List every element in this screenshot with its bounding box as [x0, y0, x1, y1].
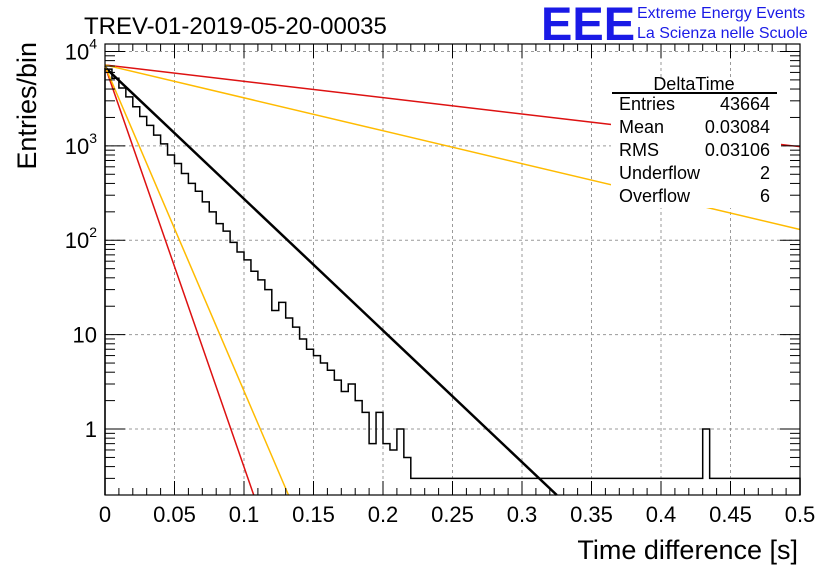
fit-line: [104, 65, 255, 496]
fit-line: [104, 66, 558, 496]
x-tick-label: 0.25: [431, 502, 474, 527]
stats-label-underflow: Underflow: [619, 163, 701, 183]
logo-line-1: Extreme Energy Events: [637, 5, 805, 22]
stats-value-rms: 0.03106: [705, 140, 770, 160]
stats-value-entries: 43664: [720, 94, 770, 114]
stats-value-mean: 0.03084: [705, 117, 770, 137]
histogram-step-line: [104, 68, 801, 495]
stats-label-entries: Entries: [619, 94, 675, 114]
axis-ticks: [104, 44, 801, 496]
stats-label-overflow: Overflow: [619, 186, 691, 206]
stats-value-overflow: 6: [760, 186, 770, 206]
x-tick-label: 0: [99, 502, 111, 527]
chart-title: TREV-01-2019-05-20-00035: [84, 13, 387, 40]
y-tick-label: 104: [65, 35, 97, 64]
x-tick-label: 0.05: [153, 502, 196, 527]
stats-box-background: [611, 78, 781, 208]
x-tick-label: 0.35: [570, 502, 613, 527]
x-tick-labels: 0 0.05 0.1 0.15 0.2 0.25 0.3 0.35 0.4 0.45 0.5: [99, 502, 815, 527]
x-axis-label: Time difference [s]: [577, 535, 798, 565]
histogram: [104, 68, 801, 495]
logo-mark: EEE: [541, 0, 635, 50]
y-tick-labels: 1 10 102 103 104: [65, 35, 97, 442]
y-tick-label: 1: [85, 417, 97, 442]
stats-label-rms: RMS: [619, 140, 659, 160]
eee-logo: EEE Extreme Energy Events La Scienza nel…: [541, 0, 808, 50]
stats-box: DeltaTime Entries 43664 Mean 0.03084 RMS…: [611, 74, 781, 208]
x-tick-label: 0.45: [709, 502, 752, 527]
y-tick-label: 103: [65, 130, 97, 159]
stats-title: DeltaTime: [653, 74, 734, 94]
x-tick-label: 0.4: [646, 502, 677, 527]
y-tick-label: 10: [73, 323, 97, 348]
y-axis-label: Entries/bin: [12, 42, 42, 170]
stats-label-mean: Mean: [619, 117, 664, 137]
x-tick-label: 0.1: [229, 502, 260, 527]
y-tick-label: 102: [65, 224, 97, 253]
x-tick-label: 0.15: [292, 502, 335, 527]
x-tick-label: 0.5: [785, 502, 816, 527]
x-tick-label: 0.3: [507, 502, 538, 527]
fit-line: [104, 65, 290, 496]
x-tick-label: 0.2: [368, 502, 399, 527]
logo-line-2: La Scienza nelle Scuole: [637, 25, 808, 42]
grid: [105, 44, 800, 495]
stats-value-underflow: 2: [760, 163, 770, 183]
